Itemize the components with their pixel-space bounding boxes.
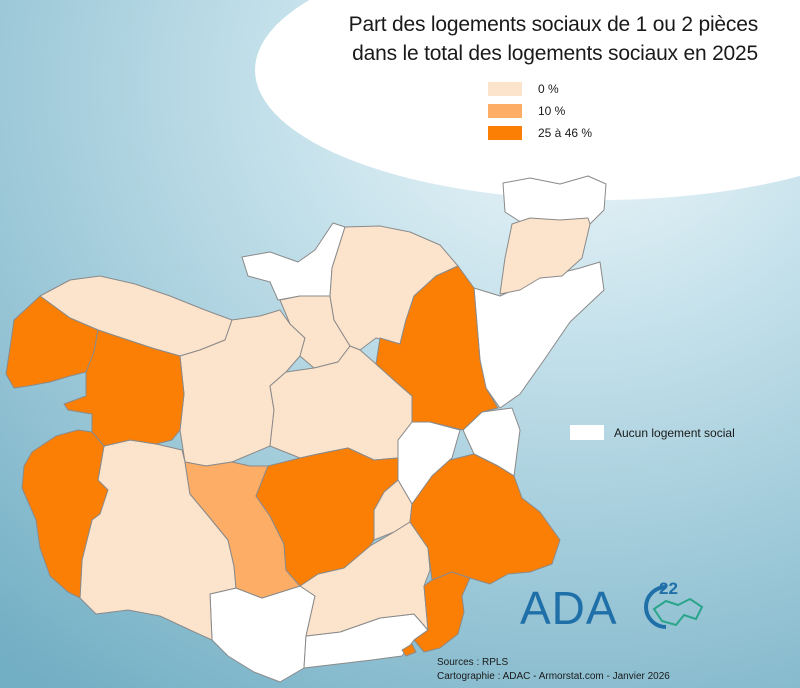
commune-nw-orange — [63, 329, 185, 447]
legend-label: 10 % — [538, 104, 566, 118]
credit-text: Cartographie : ADAC - Armorstat.com - Ja… — [437, 671, 670, 682]
legend-label: 25 à 46 % — [538, 126, 593, 140]
commune-west-coast-orange — [21, 429, 109, 599]
legend-label: 0 % — [538, 82, 559, 96]
no-social-swatch — [570, 425, 604, 440]
commune-east-orange — [409, 453, 561, 585]
commune-center-0 — [269, 345, 413, 461]
commune-small-orange — [401, 643, 417, 657]
logo-department-outline — [652, 597, 704, 627]
legend-item: 0 % — [488, 78, 592, 100]
sources-text: Sources : RPLS — [437, 657, 509, 668]
commune-west-tip — [5, 295, 99, 389]
adac-logo: ADA 22 — [520, 575, 720, 635]
sources-block: Sources : RPLS Cartographie : ADAC - Arm… — [437, 656, 670, 684]
title-line-1: Part des logements sociaux de 1 ou 2 piè… — [348, 13, 759, 36]
legend-swatch — [488, 126, 522, 140]
logo-text: ADA — [520, 582, 618, 634]
legend-item: 10 % — [488, 100, 592, 122]
commune-center-orange — [255, 447, 399, 587]
no-social-legend: Aucun logement social — [570, 425, 735, 440]
commune-northeast-0 — [499, 217, 591, 295]
legend: 0 % 10 % 25 à 46 % — [488, 78, 592, 144]
legend-swatch — [488, 82, 522, 96]
legend-item: 25 à 46 % — [488, 122, 592, 144]
logo-c-shape — [644, 585, 667, 629]
no-social-label: Aucun logement social — [614, 425, 735, 440]
commune-south-orange — [413, 571, 471, 653]
logo-number: 22 — [659, 579, 678, 598]
map-title: Part des logements sociaux de 1 ou 2 piè… — [238, 10, 759, 68]
logo-emblem — [644, 585, 704, 629]
commune-north-orange — [375, 265, 499, 431]
title-panel — [255, 0, 800, 200]
legend-swatch — [488, 104, 522, 118]
title-line-2: dans le total des logements sociaux en 2… — [352, 42, 758, 65]
